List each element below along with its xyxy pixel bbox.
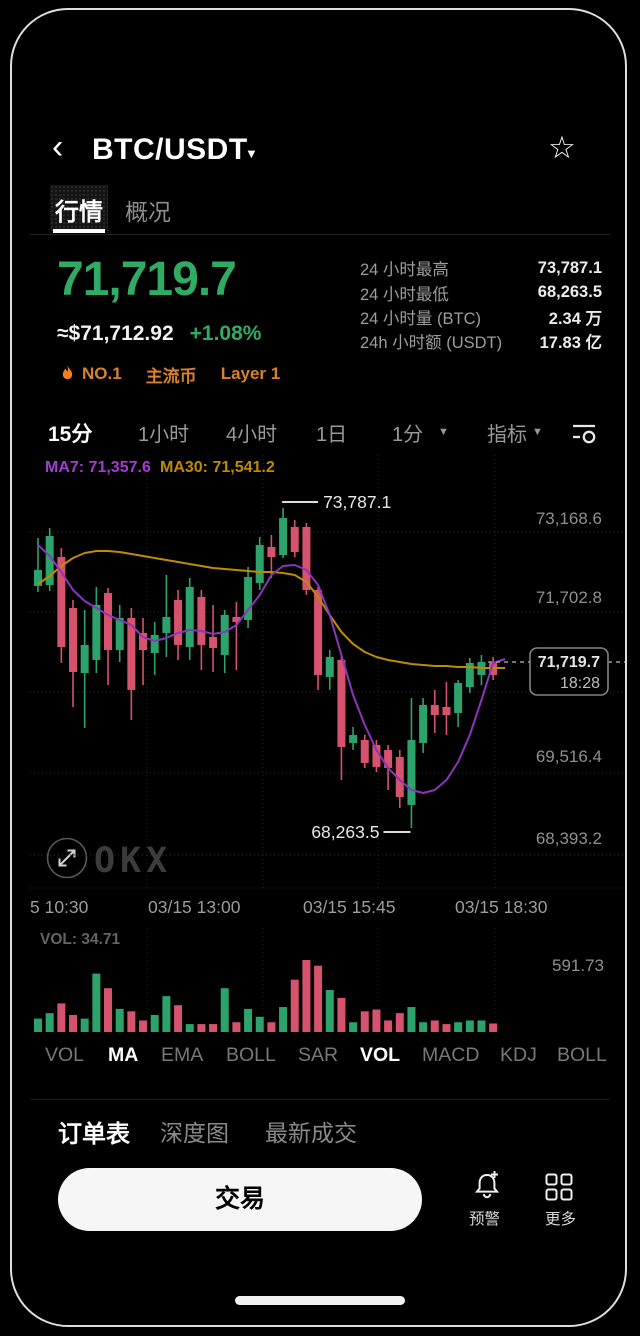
timeframe-1min-dropdown[interactable]: 1分 xyxy=(392,424,424,446)
indicator-vol-main[interactable]: VOL xyxy=(45,1044,85,1066)
svg-text:71,719.7: 71,719.7 xyxy=(538,654,600,671)
tab-quotes[interactable]: 行情 xyxy=(55,199,103,226)
page-title[interactable]: BTC/USDT xyxy=(92,133,248,166)
volume-legend: VOL: 34.71 xyxy=(40,931,121,948)
home-indicator[interactable] xyxy=(235,1296,405,1305)
stats-panel: 24 小时最高 73,787.1 24 小时最低 68,263.5 24 小时量… xyxy=(360,256,602,354)
stat-row: 24 小时量 (BTC) 2.34 万 xyxy=(360,305,602,329)
svg-text:69,516.4: 69,516.4 xyxy=(536,747,602,766)
x-tick: 5 10:30 xyxy=(30,897,89,917)
badge-label: NO.1 xyxy=(82,364,122,383)
timeframe-4h[interactable]: 4小时 xyxy=(226,424,278,446)
stat-label: 24 小时最高 xyxy=(360,261,449,280)
stat-row: 24 小时最低 68,263.5 xyxy=(360,280,602,304)
timeframe-15m[interactable]: 15分 xyxy=(48,423,93,446)
tab-recent-trades[interactable]: 最新成交 xyxy=(265,1120,357,1146)
rank-badge[interactable]: NO.1 xyxy=(60,364,122,384)
stat-value: 68,263.5 xyxy=(537,283,602,302)
volume-max-label: 591.73 xyxy=(552,956,604,975)
timeframe-1h[interactable]: 1小时 xyxy=(138,424,190,446)
badges-row: NO.1 主流币 Layer 1 xyxy=(60,362,280,386)
ma7-legend: MA7: 71,357.6 xyxy=(45,459,151,476)
favorite-star-icon[interactable]: ☆ xyxy=(548,130,576,165)
svg-text:71,702.8: 71,702.8 xyxy=(536,588,602,607)
change-percent: +1.08% xyxy=(189,322,262,345)
stat-value: 17.83 亿 xyxy=(539,334,602,353)
tab-depth-chart[interactable]: 深度图 xyxy=(160,1120,229,1146)
chart-settings-icon[interactable] xyxy=(570,419,598,445)
x-tick: 03/15 13:00 xyxy=(148,897,241,917)
indicator-ma[interactable]: MA xyxy=(108,1044,139,1066)
indicator-sar[interactable]: SAR xyxy=(298,1044,339,1066)
indicator-boll[interactable]: BOLL xyxy=(226,1044,276,1066)
indicator-ema[interactable]: EMA xyxy=(161,1044,204,1066)
stat-label: 24 小时量 (BTC) xyxy=(360,309,482,328)
volume-pane[interactable]: VOL: 34.71 591.73 xyxy=(30,928,628,1035)
chevron-down-icon[interactable]: ▼ xyxy=(438,426,449,438)
fiat-price: ≈$71,712.92 xyxy=(57,322,174,345)
more-label[interactable]: 更多 xyxy=(545,1211,577,1228)
stat-label: 24h 小时额 (USDT) xyxy=(360,334,503,353)
layer-badge[interactable]: Layer 1 xyxy=(220,364,281,383)
svg-text:18:28: 18:28 xyxy=(560,675,600,692)
stat-row: 24 小时最高 73,787.1 xyxy=(360,256,602,280)
indicator-kdj[interactable]: KDJ xyxy=(500,1044,537,1066)
chevron-down-icon[interactable]: ▼ xyxy=(532,426,543,438)
more-grid-icon[interactable] xyxy=(544,1172,574,1202)
stat-value: 2.34 万 xyxy=(548,309,602,328)
candlestick-canvas[interactable]: 73,168.6 71,702.8 69,516.4 68,393.2 73,787.1… xyxy=(30,455,628,890)
svg-text:73,787.1: 73,787.1 xyxy=(323,492,391,512)
indicator-dropdown[interactable]: 指标 xyxy=(487,424,527,446)
svg-text:73,168.6: 73,168.6 xyxy=(536,509,602,528)
price-alert-bell-icon[interactable] xyxy=(470,1168,504,1202)
x-tick: 03/15 15:45 xyxy=(303,897,396,917)
flame-icon xyxy=(62,365,73,379)
tab-active-highlight xyxy=(50,185,108,231)
indicator-vol-sub[interactable]: VOL xyxy=(360,1044,401,1066)
stat-row: 24h 小时额 (USDT) 17.83 亿 xyxy=(360,329,602,353)
pair-dropdown-caret-icon[interactable]: ▼ xyxy=(245,146,258,161)
okx-watermark: OKX xyxy=(94,841,173,881)
last-price: 71,719.7 xyxy=(57,253,237,306)
indicator-boll-sub[interactable]: BOLL xyxy=(557,1044,607,1066)
section-divider xyxy=(30,1099,610,1100)
stat-value: 73,787.1 xyxy=(537,258,602,277)
fiat-row: ≈$71,712.92 +1.08% xyxy=(57,322,261,346)
ma30-legend: MA30: 71,541.2 xyxy=(160,459,275,476)
alert-label[interactable]: 预警 xyxy=(469,1211,501,1228)
tab-active-underline xyxy=(53,229,105,233)
back-chevron-icon[interactable]: ‹ xyxy=(52,128,64,166)
indicator-macd[interactable]: MACD xyxy=(422,1044,480,1066)
timeframe-1d[interactable]: 1日 xyxy=(316,424,348,446)
svg-text:68,263.5: 68,263.5 xyxy=(311,822,379,842)
candlestick-chart[interactable]: OKX 73,168.6 71,702.8 69,516.4 68,393.2 73,7… xyxy=(30,455,628,890)
stat-label: 24 小时最低 xyxy=(360,285,449,304)
category-badge[interactable]: 主流币 xyxy=(145,366,197,386)
volume-canvas[interactable] xyxy=(30,928,628,1035)
x-tick: 03/15 18:30 xyxy=(455,897,548,917)
tabs-divider xyxy=(30,234,610,235)
svg-text:68,393.2: 68,393.2 xyxy=(536,829,602,848)
tab-overview[interactable]: 概况 xyxy=(125,199,171,225)
tab-order-book[interactable]: 订单表 xyxy=(58,1121,130,1148)
trade-button[interactable]: 交易 xyxy=(58,1168,422,1231)
